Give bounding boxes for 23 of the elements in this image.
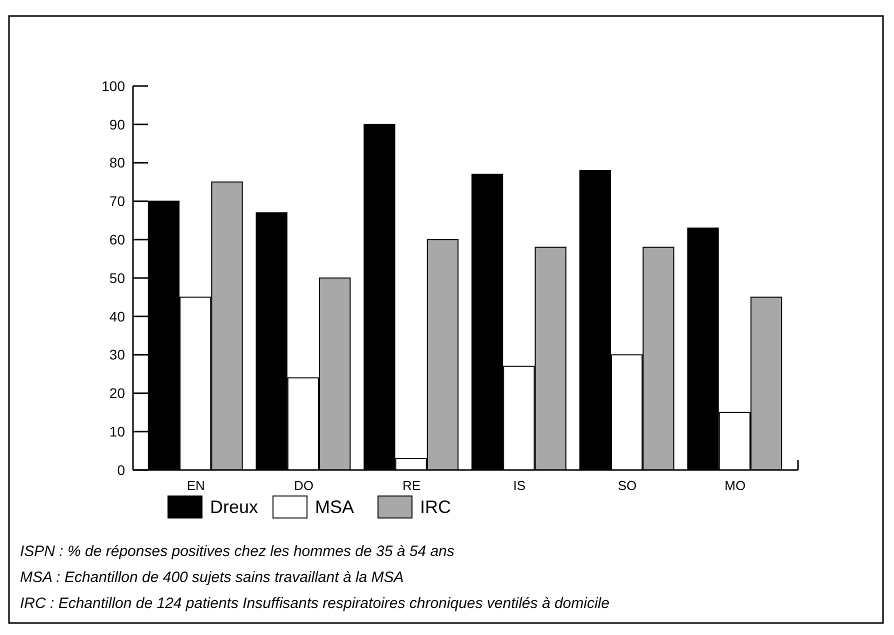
x-tick-label: EN [186,478,205,493]
y-tick-label: 50 [109,270,126,286]
y-tick-label: 10 [109,424,126,440]
y-tick-label: 30 [109,346,126,363]
x-tick-label: IS [513,478,526,493]
text: MSA : Echantillon de 400 sujets sains travaillant à la MSA [20,569,404,586]
y-tick-label: 40 [109,308,126,324]
text: IRC : Echantillon de 124 patients Insuffisants respiratoires chroniques ventilés à domicile [20,595,610,612]
y-tick-label: 80 [109,154,126,171]
y-tick-label: 20 [109,385,126,402]
y-tick-label: 60 [109,232,126,248]
y-tick-label: 100 [102,78,126,94]
y-tick-label: 70 [109,193,126,210]
x-tick-label: SO [618,478,637,493]
legend-label: Dreux [210,497,258,517]
x-tick-label: RE [402,478,421,493]
y-tick-label: 90 [109,116,126,132]
x-tick-label: MO [724,478,746,493]
y-tick-label: 0 [117,462,126,478]
legend-label: MSA [315,497,354,517]
x-tick-label: DO [294,478,314,493]
legend-label: IRC [420,497,451,517]
text: ISPN : % de réponses positives chez les hommes de 35 à 54 ans [20,543,455,560]
